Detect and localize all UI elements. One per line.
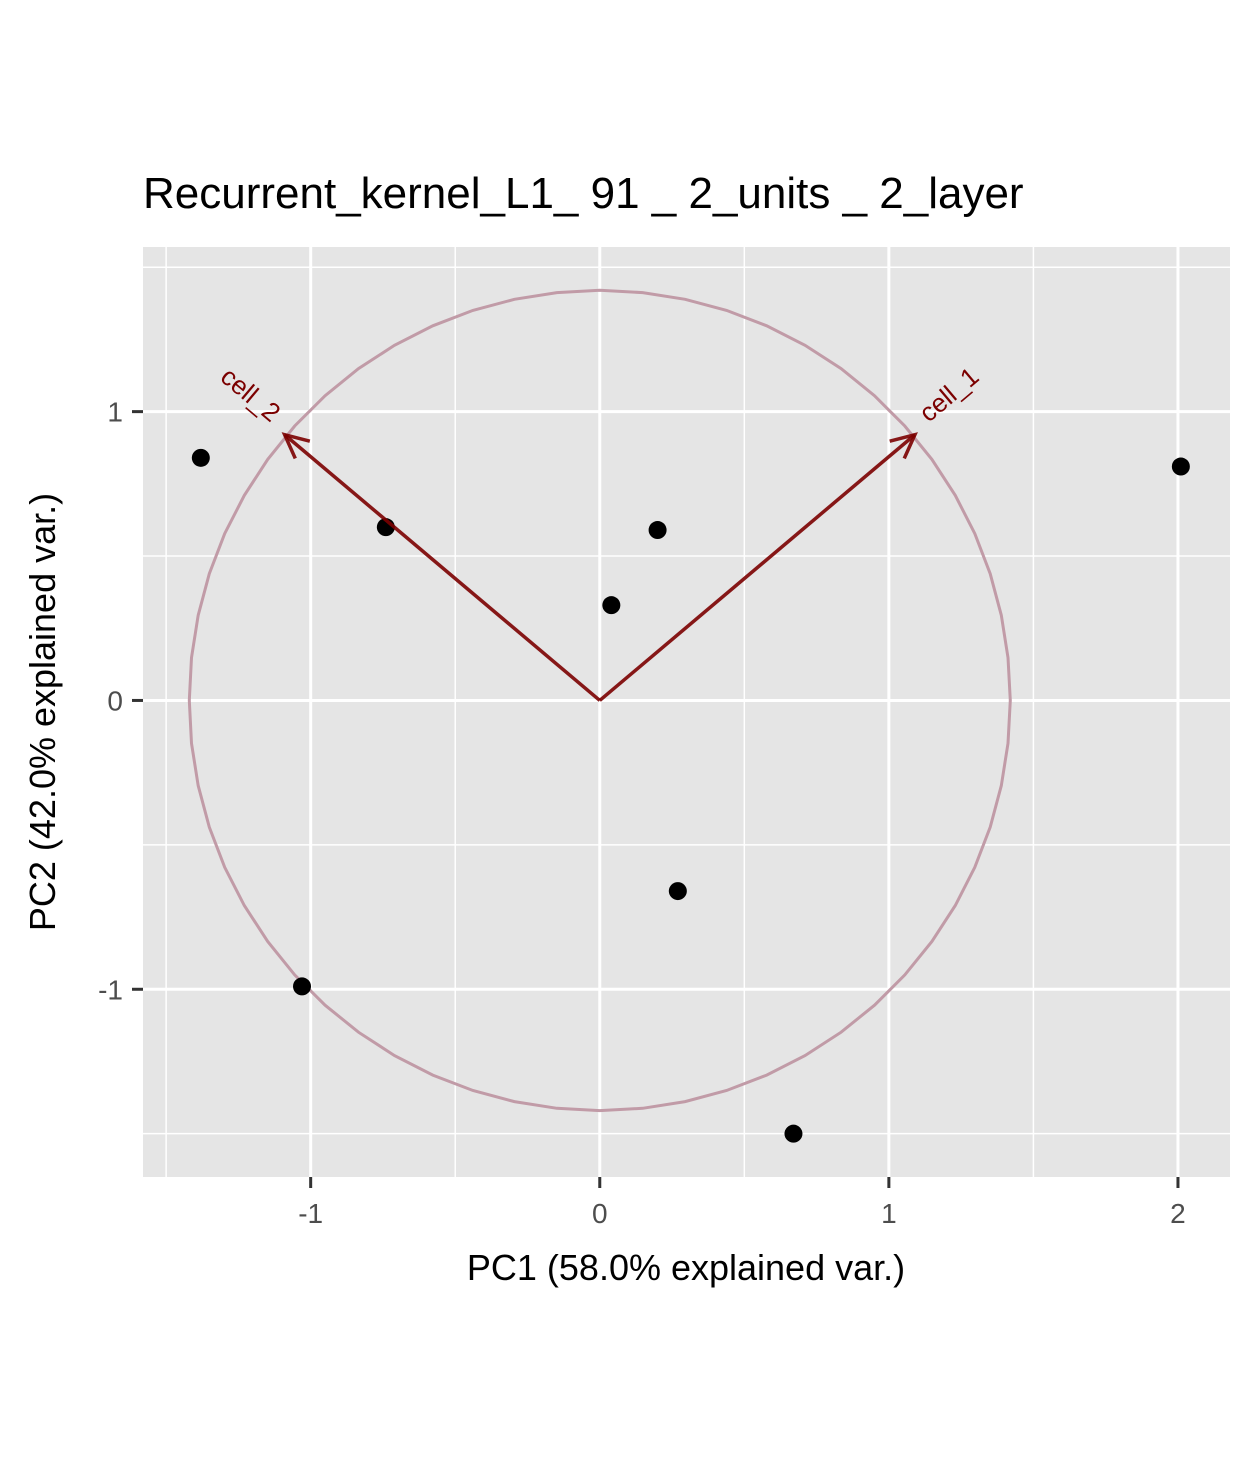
vector-arrowhead-cell_2 <box>281 432 311 460</box>
y-tick-label: -1 <box>98 974 123 1005</box>
vector-arrowhead-cell_1 <box>889 432 918 460</box>
data-points <box>191 448 1190 1143</box>
data-point <box>1171 457 1190 476</box>
x-tick-label: 1 <box>881 1198 897 1229</box>
x-axis-title: PC1 (58.0% explained var.) <box>467 1247 905 1288</box>
y-tick-label: 1 <box>107 397 123 428</box>
x-tick-label: 0 <box>592 1198 608 1229</box>
data-point <box>648 521 667 540</box>
data-point <box>293 977 312 996</box>
x-axis-ticks: -1 0 1 2 <box>298 1177 1186 1229</box>
data-point <box>191 448 210 467</box>
minor-grid <box>143 247 1230 1177</box>
data-point <box>668 882 687 901</box>
y-axis-ticks: -1 0 1 <box>98 397 143 1005</box>
data-point <box>784 1124 803 1143</box>
x-tick-label: -1 <box>298 1198 323 1229</box>
x-tick-label: 2 <box>1170 1198 1186 1229</box>
y-tick-label: 0 <box>107 685 123 716</box>
major-grid <box>143 247 1230 1177</box>
plot-panel <box>143 247 1230 1177</box>
correlation-circle <box>187 288 1012 1113</box>
y-axis-title: PC2 (42.0% explained var.) <box>22 493 63 931</box>
vector-arrow-cell_1 <box>598 433 917 702</box>
chart-title: Recurrent_kernel_L1_ 91 _ 2_units _ 2_la… <box>143 169 1024 218</box>
data-point <box>602 596 621 615</box>
vector-arrow-cell_2 <box>283 433 601 702</box>
